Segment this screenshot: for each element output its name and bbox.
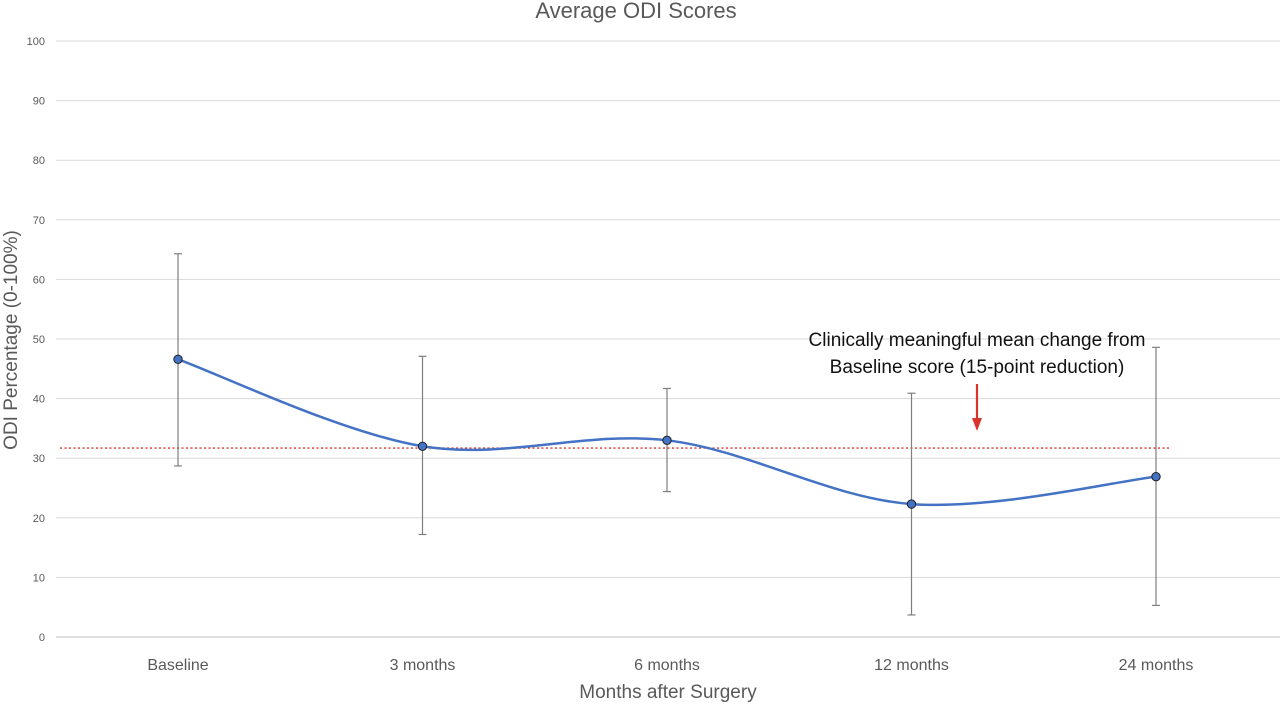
data-point [906,499,917,509]
y-tick-label: 50 [33,334,45,346]
x-tick-label: 3 months [390,657,456,674]
x-tick-label: 24 months [1119,657,1194,674]
x-tick-label: Baseline [147,657,208,674]
y-tick-label: 40 [33,394,45,406]
annotation-arrow-icon [972,384,982,431]
y-tick-label: 100 [27,36,45,48]
x-tick-label: 6 months [634,657,700,674]
chart-title: Average ODI Scores [535,0,736,23]
y-tick-label: 20 [33,513,45,525]
y-tick-label: 70 [33,215,45,227]
y-tick-label: 90 [33,96,45,108]
x-axis-title: Months after Surgery [579,682,757,703]
y-tick-labels: 0 10 20 30 40 50 60 70 80 90 100 [27,36,45,644]
y-axis-title: ODI Percentage (0-100%) [1,230,22,450]
error-bars [174,253,1160,616]
y-tick-label: 0 [39,632,45,644]
data-point [662,435,672,446]
annotation-line-1: Clinically meaningful mean change from [809,330,1146,351]
y-tick-label: 30 [33,453,45,465]
x-tick-labels: Baseline 3 months 6 months 12 months 24 mont… [147,657,1193,674]
data-point [1151,471,1161,482]
annotation-line-2: Baseline score (15-point reduction) [830,357,1125,378]
y-tick-label: 10 [33,572,45,584]
x-tick-label: 12 months [874,657,949,674]
data-point [173,354,183,364]
data-points [173,354,1161,509]
data-point [417,441,428,451]
gridlines [56,40,1280,638]
y-tick-label: 80 [33,155,45,167]
y-tick-label: 60 [33,274,45,286]
